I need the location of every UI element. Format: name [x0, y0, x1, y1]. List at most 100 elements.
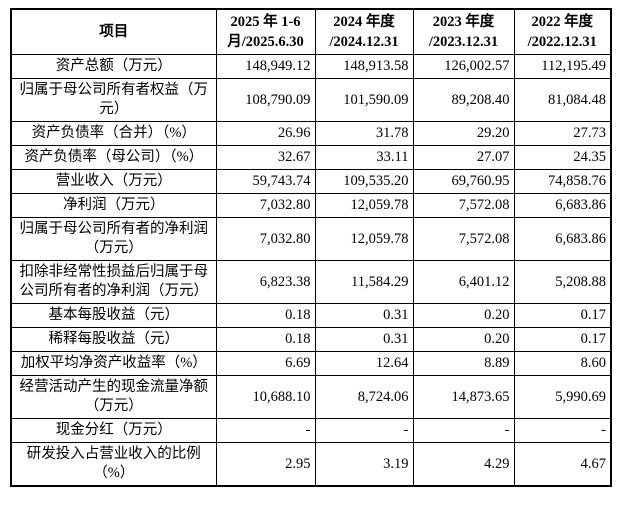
value-cell: 31.78: [314, 121, 414, 146]
column-header-period-2022: 2022 年度 /2022.12.31: [513, 8, 612, 55]
column-header-period-2023: 2023 年度 /2023.12.31: [412, 8, 515, 55]
table-row-deducted-net-profit: 扣除非经常性损益后归属于母公司所有者的净利润（万元） 6,823.38 11,5…: [10, 260, 612, 304]
value-cell: 5,208.88: [513, 260, 612, 304]
period-label-line1: 2024 年度: [333, 14, 395, 30]
page: 项目 2025 年 1-6 月/2025.6.30 2024 年度 /2024.…: [10, 8, 612, 487]
value-cell: -: [412, 418, 515, 443]
value-cell: 27.07: [412, 145, 515, 170]
value-cell: 27.73: [513, 121, 612, 146]
value-cell: 2.95: [215, 442, 316, 487]
row-label: 加权平均净资产收益率（%）: [10, 351, 217, 376]
table-row-operating-cash-flow: 经营活动产生的现金流量净额（万元） 10,688.10 8,724.06 14,…: [10, 375, 612, 419]
table-row-parent-net-profit: 归属于母公司所有者的净利润（万元） 7,032.80 12,059.78 7,5…: [10, 217, 612, 261]
value-cell: 0.18: [215, 303, 316, 328]
value-cell: 0.31: [314, 327, 414, 352]
row-label: 资产总额（万元）: [10, 54, 217, 79]
row-label: 净利润（万元）: [10, 193, 217, 218]
table-row-parent-equity: 归属于母公司所有者权益（万元） 108,790.09 101,590.09 89…: [10, 78, 612, 122]
row-label: 资产负债率（合并）（%）: [10, 121, 217, 146]
table-row-debt-ratio-parent: 资产负债率（母公司）（%） 32.67 33.11 27.07 24.35: [10, 145, 612, 170]
value-cell: 6.69: [215, 351, 316, 376]
value-cell: 26.96: [215, 121, 316, 146]
period-label-line2: /2024.12.31: [329, 34, 399, 50]
value-cell: 112,195.49: [513, 54, 612, 79]
value-cell: 0.17: [513, 327, 612, 352]
table-header: 项目 2025 年 1-6 月/2025.6.30 2024 年度 /2024.…: [10, 8, 612, 55]
period-label-line2: /2023.12.31: [428, 34, 499, 50]
value-cell: 8,724.06: [314, 375, 414, 419]
value-cell: 0.20: [412, 327, 515, 352]
row-label: 现金分红（万元）: [10, 418, 217, 443]
value-cell: 4.67: [513, 442, 612, 487]
row-label: 营业收入（万元）: [10, 169, 217, 194]
table-row-basic-eps: 基本每股收益（元） 0.18 0.31 0.20 0.17: [10, 303, 612, 328]
value-cell: 6,401.12: [412, 260, 515, 304]
period-label-line2: /2022.12.31: [527, 34, 597, 50]
value-cell: 6,823.38: [215, 260, 316, 304]
value-cell: 3.19: [314, 442, 414, 487]
value-cell: 12,059.78: [314, 217, 414, 261]
row-label: 归属于母公司所有者的净利润（万元）: [10, 217, 217, 261]
value-cell: 74,858.76: [513, 169, 612, 194]
value-cell: 0.18: [215, 327, 316, 352]
value-cell: 59,743.74: [215, 169, 316, 194]
row-label: 扣除非经常性损益后归属于母公司所有者的净利润（万元）: [10, 260, 217, 304]
value-cell: -: [314, 418, 414, 443]
row-label: 资产负债率（母公司）（%）: [10, 145, 217, 170]
value-cell: 89,208.40: [412, 78, 515, 122]
value-cell: 6,683.86: [513, 193, 612, 218]
row-label: 经营活动产生的现金流量净额（万元）: [10, 375, 217, 419]
table-row-total-assets: 资产总额（万元） 148,949.12 148,913.58 126,002.5…: [10, 54, 612, 79]
table-row-debt-ratio-consolidated: 资产负债率（合并）（%） 26.96 31.78 29.20 27.73: [10, 121, 612, 146]
value-cell: 6,683.86: [513, 217, 612, 261]
column-header-period-2025: 2025 年 1-6 月/2025.6.30: [215, 8, 316, 55]
row-label: 稀释每股收益（元）: [10, 327, 217, 352]
value-cell: 7,572.08: [412, 193, 515, 218]
value-cell: 12,059.78: [314, 193, 414, 218]
period-label-line1: 2023 年度: [432, 14, 495, 30]
header-row: 项目 2025 年 1-6 月/2025.6.30 2024 年度 /2024.…: [10, 8, 612, 55]
value-cell: 4.29: [412, 442, 515, 487]
row-label: 研发投入占营业收入的比例（%）: [10, 442, 217, 487]
value-cell: 81,084.48: [513, 78, 612, 122]
value-cell: 126,002.57: [412, 54, 515, 79]
value-cell: 148,913.58: [314, 54, 414, 79]
value-cell: 0.20: [412, 303, 515, 328]
value-cell: 7,032.80: [215, 217, 316, 261]
table-row-weighted-roe: 加权平均净资产收益率（%） 6.69 12.64 8.89 8.60: [10, 351, 612, 376]
table-row-diluted-eps: 稀释每股收益（元） 0.18 0.31 0.20 0.17: [10, 327, 612, 352]
value-cell: 10,688.10: [215, 375, 316, 419]
value-cell: 69,760.95: [412, 169, 515, 194]
value-cell: 14,873.65: [412, 375, 515, 419]
financial-summary-table: 项目 2025 年 1-6 月/2025.6.30 2024 年度 /2024.…: [10, 8, 612, 487]
value-cell: 108,790.09: [215, 78, 316, 122]
value-cell: -: [215, 418, 316, 443]
value-cell: 32.67: [215, 145, 316, 170]
row-label: 基本每股收益（元）: [10, 303, 217, 328]
column-header-item: 项目: [10, 8, 217, 55]
value-cell: 0.31: [314, 303, 414, 328]
value-cell: 12.64: [314, 351, 414, 376]
value-cell: 148,949.12: [215, 54, 316, 79]
column-header-period-2024: 2024 年度 /2024.12.31: [314, 8, 414, 55]
value-cell: 7,572.08: [412, 217, 515, 261]
table-row-rd-expense-ratio: 研发投入占营业收入的比例（%） 2.95 3.19 4.29 4.67: [10, 442, 612, 487]
value-cell: -: [513, 418, 612, 443]
value-cell: 8.60: [513, 351, 612, 376]
table-row-net-profit: 净利润（万元） 7,032.80 12,059.78 7,572.08 6,68…: [10, 193, 612, 218]
table-body: 资产总额（万元） 148,949.12 148,913.58 126,002.5…: [10, 54, 612, 487]
value-cell: 0.17: [513, 303, 612, 328]
row-label: 归属于母公司所有者权益（万元）: [10, 78, 217, 122]
value-cell: 33.11: [314, 145, 414, 170]
value-cell: 5,990.69: [513, 375, 612, 419]
value-cell: 109,535.20: [314, 169, 414, 194]
value-cell: 11,584.29: [314, 260, 414, 304]
period-label-line1: 2025 年 1-6: [230, 14, 301, 30]
table-row-cash-dividend: 现金分红（万元） - - - -: [10, 418, 612, 443]
period-label-line1: 2022 年度: [531, 14, 594, 30]
value-cell: 7,032.80: [215, 193, 316, 218]
value-cell: 101,590.09: [314, 78, 414, 122]
table-row-revenue: 营业收入（万元） 59,743.74 109,535.20 69,760.95 …: [10, 169, 612, 194]
value-cell: 24.35: [513, 145, 612, 170]
value-cell: 8.89: [412, 351, 515, 376]
